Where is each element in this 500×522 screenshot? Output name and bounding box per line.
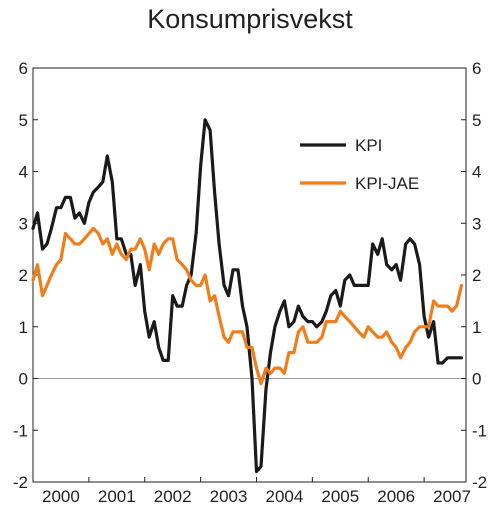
x-tick-label: 2002	[154, 487, 192, 506]
y-tick-label-left: 6	[19, 59, 28, 78]
chart-title: Konsumprisvekst	[147, 4, 353, 34]
series-line-kpi	[31, 118, 464, 474]
y-tick-label-left: 4	[19, 163, 28, 182]
y-tick-label-right: 4	[472, 163, 481, 182]
y-tick-label-right: -2	[472, 473, 487, 492]
y-tick-label-right: 5	[472, 111, 481, 130]
y-tick-label-right: 2	[472, 266, 481, 285]
y-tick-label-left: -1	[13, 421, 28, 440]
y-tick-label-right: 1	[472, 318, 481, 337]
x-tick-label: 2006	[377, 487, 415, 506]
y-tick-label-right: -1	[472, 421, 487, 440]
y-tick-label-left: 3	[19, 214, 28, 233]
series-line-kpi-jae	[31, 226, 464, 386]
x-tick-label: 2007	[433, 487, 471, 506]
y-tick-label-right: 0	[472, 370, 481, 389]
y-tick-label-left: 2	[19, 266, 28, 285]
y-tick-label-left: -2	[13, 473, 28, 492]
x-tick-label: 2001	[98, 487, 136, 506]
x-tick-label: 2004	[266, 487, 304, 506]
y-tick-label-right: 3	[472, 214, 481, 233]
legend-label-kpi: KPI	[355, 136, 382, 155]
legend-label-kpi-jae: KPI-JAE	[355, 174, 419, 193]
x-tick-label: 2005	[321, 487, 359, 506]
y-tick-label-left: 1	[19, 318, 28, 337]
x-tick-label: 2000	[42, 487, 80, 506]
y-tick-label-right: 6	[472, 59, 481, 78]
y-tick-label-left: 5	[19, 111, 28, 130]
y-tick-label-left: 0	[19, 370, 28, 389]
x-tick-label: 2003	[210, 487, 248, 506]
